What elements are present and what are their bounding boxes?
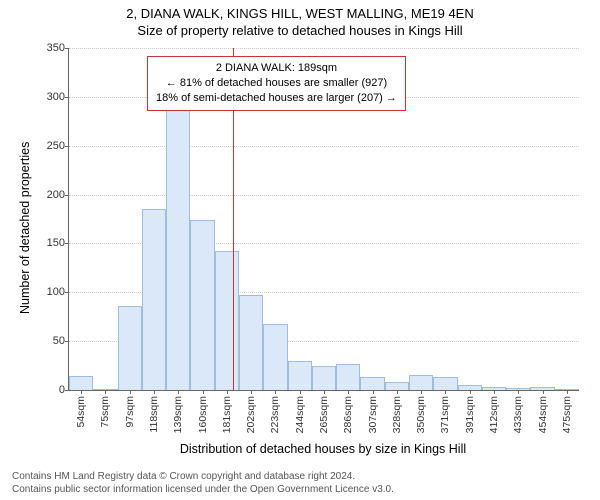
histogram-bar [69,376,93,390]
histogram-bar [142,209,166,390]
y-tick-label: 250 [47,140,65,152]
footer-note: Contains HM Land Registry data © Crown c… [12,470,394,496]
x-tick-label: 244sqm [294,396,306,433]
x-tick-label: 412sqm [488,396,500,433]
histogram-bar [215,251,239,390]
x-tick-label: 139sqm [172,396,184,433]
footer-line2: Contains public sector information licen… [12,483,394,496]
chart-title-main: 2, DIANA WALK, KINGS HILL, WEST MALLING,… [0,0,600,21]
x-tick-label: 97sqm [124,396,136,428]
x-axis-label: Distribution of detached houses by size … [68,442,578,456]
x-tick-label: 433sqm [512,396,524,433]
y-tick-label: 50 [53,335,65,347]
y-tick-label: 0 [59,384,65,396]
histogram-bar [385,382,409,390]
chart-container: 2, DIANA WALK, KINGS HILL, WEST MALLING,… [0,0,600,500]
histogram-bar [409,375,433,390]
y-axis-label: Number of detached properties [18,142,32,314]
x-tick-label: 475sqm [561,396,573,433]
x-tick-label: 350sqm [415,396,427,433]
annotation-line: ← 81% of detached houses are smaller (92… [156,76,397,91]
x-tick-label: 54sqm [75,396,87,428]
x-tick-label: 371sqm [439,396,451,433]
y-tick-label: 300 [47,91,65,103]
x-tick-label: 202sqm [245,396,257,433]
x-tick-label: 265sqm [318,396,330,433]
histogram-bar [239,295,263,390]
histogram-bar [433,377,457,390]
x-tick-label: 286sqm [342,396,354,433]
histogram-bar [288,361,312,390]
histogram-bar [336,364,360,390]
y-tick-label: 200 [47,189,65,201]
histogram-bar [263,324,287,390]
histogram-bar [118,306,142,390]
x-tick-label: 307sqm [367,396,379,433]
x-tick-label: 328sqm [391,396,403,433]
footer-line1: Contains HM Land Registry data © Crown c… [12,470,394,483]
y-tick-label: 350 [47,42,65,54]
x-tick-label: 118sqm [148,396,160,433]
histogram-bar [166,109,190,390]
annotation-line: 2 DIANA WALK: 189sqm [156,61,397,76]
chart-title-sub: Size of property relative to detached ho… [0,21,600,38]
x-tick-label: 223sqm [269,396,281,433]
annotation-line: 18% of semi-detached houses are larger (… [156,91,397,106]
annotation-box: 2 DIANA WALK: 189sqm← 81% of detached ho… [147,56,406,111]
x-tick-label: 391sqm [464,396,476,433]
y-tick-label: 100 [47,286,65,298]
histogram-bar [190,220,214,390]
histogram-bar [312,366,336,390]
plot-area: 05010015020025030035054sqm75sqm97sqm118s… [68,48,579,391]
x-tick-label: 160sqm [197,396,209,433]
x-tick-label: 75sqm [99,396,111,428]
y-tick-label: 150 [47,237,65,249]
x-tick-label: 454sqm [537,396,549,433]
x-tick-label: 181sqm [221,396,233,433]
histogram-bar [360,377,384,390]
